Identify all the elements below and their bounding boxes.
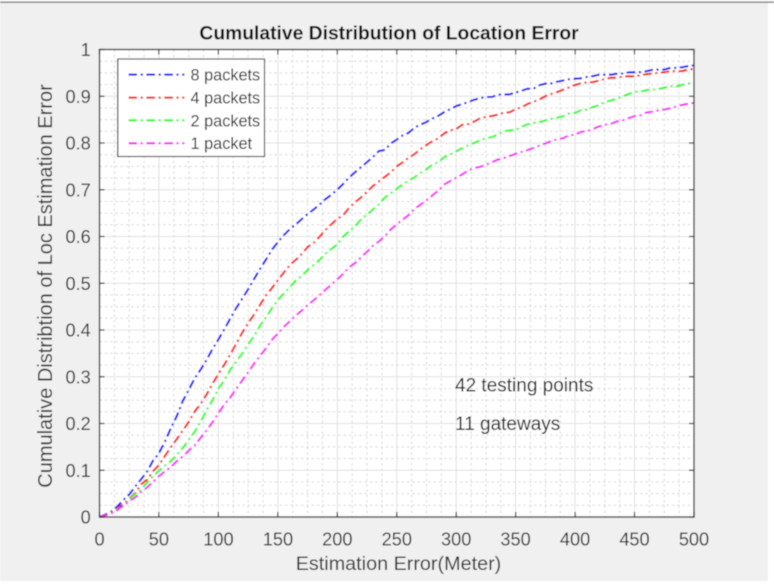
svg-text:300: 300 (441, 530, 471, 550)
svg-text:350: 350 (500, 530, 530, 550)
svg-text:Cumulative Distribution of Loc: Cumulative Distribution of Location Erro… (199, 23, 579, 44)
svg-text:0: 0 (81, 508, 91, 528)
svg-text:400: 400 (560, 530, 590, 550)
svg-text:Estimation Error(Meter): Estimation Error(Meter) (296, 553, 502, 575)
svg-text:8 packets: 8 packets (191, 67, 261, 85)
svg-text:42 testing points: 42 testing points (455, 376, 593, 397)
svg-text:0.7: 0.7 (66, 180, 91, 200)
svg-text:500: 500 (679, 530, 709, 550)
svg-text:0.2: 0.2 (66, 414, 91, 434)
svg-text:450: 450 (619, 530, 649, 550)
svg-text:0.9: 0.9 (66, 87, 91, 107)
svg-text:0.6: 0.6 (66, 227, 91, 247)
svg-text:0.3: 0.3 (66, 367, 91, 387)
svg-text:0: 0 (94, 530, 104, 550)
svg-text:1: 1 (81, 40, 91, 60)
svg-text:0.1: 0.1 (66, 461, 91, 481)
svg-text:0.4: 0.4 (66, 321, 91, 341)
svg-text:100: 100 (203, 530, 233, 550)
svg-text:0.8: 0.8 (66, 134, 91, 154)
svg-text:11 gateways: 11 gateways (455, 414, 560, 435)
svg-text:250: 250 (382, 530, 412, 550)
svg-text:0.5: 0.5 (66, 274, 91, 294)
svg-text:200: 200 (322, 530, 352, 550)
svg-text:2 packets: 2 packets (191, 112, 261, 130)
svg-text:150: 150 (263, 530, 293, 550)
svg-text:50: 50 (149, 530, 169, 550)
svg-text:Cumulative Distribtion of Loc: Cumulative Distribtion of Loc Estimation… (35, 84, 57, 488)
svg-text:4 packets: 4 packets (191, 90, 261, 108)
svg-text:1 packet: 1 packet (191, 135, 253, 153)
